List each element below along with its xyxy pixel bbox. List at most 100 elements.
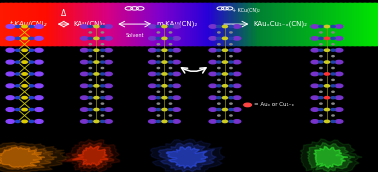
- Circle shape: [320, 79, 322, 80]
- Bar: [239, 3, 242, 45]
- Circle shape: [168, 61, 173, 63]
- Circle shape: [162, 120, 167, 123]
- Bar: [49, 3, 51, 45]
- Circle shape: [229, 25, 233, 28]
- Circle shape: [319, 109, 323, 111]
- Bar: [64, 3, 66, 45]
- Bar: [122, 3, 124, 45]
- Bar: [193, 3, 195, 45]
- Bar: [164, 3, 166, 45]
- Circle shape: [100, 73, 105, 75]
- Circle shape: [101, 79, 104, 80]
- Circle shape: [6, 84, 14, 88]
- Bar: [219, 3, 221, 45]
- Bar: [28, 3, 30, 45]
- Circle shape: [169, 32, 172, 33]
- Bar: [359, 3, 361, 45]
- Circle shape: [168, 25, 173, 28]
- Circle shape: [229, 109, 233, 111]
- Bar: [38, 3, 40, 45]
- Circle shape: [156, 61, 161, 63]
- Circle shape: [156, 37, 161, 39]
- Bar: [295, 3, 297, 45]
- Circle shape: [89, 44, 91, 45]
- Circle shape: [157, 67, 160, 69]
- Bar: [154, 3, 156, 45]
- Circle shape: [156, 109, 161, 111]
- Bar: [81, 3, 83, 45]
- Circle shape: [157, 115, 160, 116]
- Bar: [197, 3, 198, 45]
- Bar: [5, 3, 7, 45]
- Bar: [211, 3, 212, 45]
- Polygon shape: [150, 139, 225, 172]
- Bar: [42, 3, 43, 45]
- Circle shape: [311, 49, 319, 52]
- Bar: [375, 3, 378, 45]
- Bar: [229, 3, 231, 45]
- Bar: [139, 3, 141, 45]
- Bar: [213, 3, 215, 45]
- Circle shape: [156, 49, 161, 51]
- Bar: [150, 3, 152, 45]
- Circle shape: [156, 120, 161, 122]
- Bar: [260, 3, 262, 45]
- Bar: [118, 3, 121, 45]
- Bar: [279, 3, 280, 45]
- Circle shape: [149, 25, 156, 28]
- Bar: [9, 3, 11, 45]
- Circle shape: [229, 97, 233, 99]
- Circle shape: [233, 108, 241, 111]
- Bar: [130, 3, 132, 45]
- Bar: [24, 3, 26, 45]
- Bar: [214, 3, 216, 45]
- Circle shape: [100, 37, 105, 39]
- Bar: [301, 3, 303, 45]
- Bar: [234, 3, 236, 45]
- Bar: [170, 3, 172, 45]
- Bar: [141, 3, 143, 45]
- Bar: [228, 3, 230, 45]
- Circle shape: [218, 79, 220, 80]
- Bar: [133, 3, 136, 45]
- Circle shape: [332, 32, 334, 33]
- Circle shape: [209, 37, 217, 40]
- Circle shape: [22, 61, 27, 63]
- Circle shape: [22, 37, 27, 40]
- Bar: [105, 3, 107, 45]
- Circle shape: [149, 49, 156, 52]
- Bar: [91, 3, 93, 45]
- Bar: [57, 3, 59, 45]
- Circle shape: [35, 48, 43, 52]
- Bar: [284, 3, 285, 45]
- Bar: [67, 3, 69, 45]
- Bar: [37, 3, 39, 45]
- Circle shape: [94, 108, 99, 111]
- Bar: [129, 3, 130, 45]
- Bar: [60, 3, 62, 45]
- Circle shape: [233, 84, 241, 88]
- Polygon shape: [314, 146, 348, 168]
- Circle shape: [89, 67, 91, 69]
- Bar: [242, 3, 244, 45]
- Bar: [247, 3, 249, 45]
- Bar: [241, 3, 243, 45]
- Circle shape: [81, 120, 88, 123]
- Bar: [246, 3, 248, 45]
- Circle shape: [81, 60, 88, 64]
- Bar: [300, 3, 302, 45]
- Circle shape: [100, 49, 105, 51]
- Circle shape: [331, 37, 335, 39]
- Bar: [186, 3, 189, 45]
- Circle shape: [230, 56, 232, 57]
- Circle shape: [94, 85, 99, 87]
- Bar: [354, 3, 356, 45]
- Circle shape: [149, 37, 156, 40]
- Bar: [249, 3, 251, 45]
- Circle shape: [209, 60, 217, 64]
- Circle shape: [168, 97, 173, 99]
- Bar: [26, 3, 28, 45]
- Circle shape: [320, 115, 322, 116]
- Circle shape: [81, 25, 88, 28]
- Bar: [23, 3, 25, 45]
